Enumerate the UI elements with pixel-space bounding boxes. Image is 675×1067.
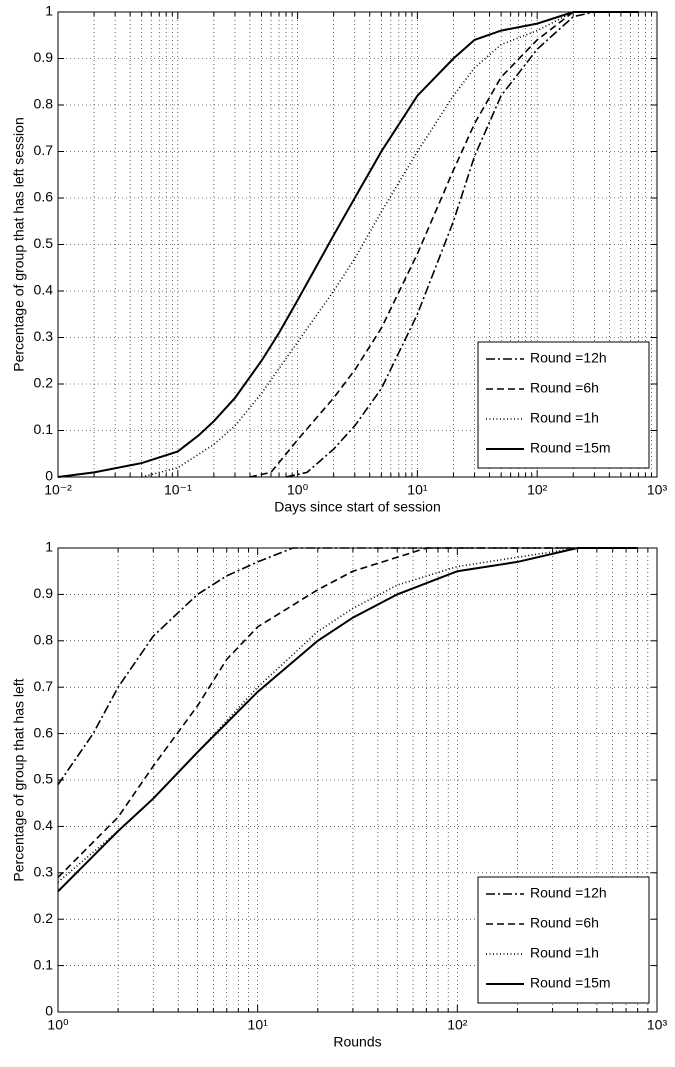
- series-line: [57, 547, 638, 879]
- x-tick-label: 10²: [527, 482, 548, 498]
- y-tick-label: 0.6: [34, 724, 54, 740]
- series-line: [249, 11, 639, 478]
- y-tick-label: 0: [45, 1003, 53, 1019]
- axes-frame: [57, 547, 658, 1013]
- y-tick-label: 0.8: [34, 96, 54, 112]
- x-axis-label: Days since start of session: [274, 499, 441, 515]
- y-tick-label: 0.5: [34, 235, 54, 251]
- series-line: [57, 547, 638, 883]
- y-tick-label: 0.4: [34, 282, 54, 298]
- y-tick-label: 1: [45, 539, 53, 555]
- series-line: [57, 547, 638, 893]
- y-tick-label: 0.2: [34, 375, 54, 391]
- legend: Round =12h Round =6h Round =1h Round =15m: [477, 876, 650, 1004]
- x-tick-label: 10¹: [407, 482, 428, 498]
- legend-label: Round =6h: [530, 380, 599, 396]
- y-tick-label: 0.3: [34, 328, 54, 344]
- y-tick-label: 0.7: [34, 142, 54, 158]
- x-tick-label: 10²: [447, 1017, 468, 1033]
- x-tick-label: 10¹: [248, 1017, 269, 1033]
- series-line: [57, 11, 639, 478]
- legend-label: Round =12h: [530, 885, 607, 901]
- x-tick-label: 10⁻¹: [164, 482, 192, 498]
- x-tick-label: 10⁻²: [44, 482, 72, 498]
- y-tick-label: 0.9: [34, 49, 54, 65]
- legend: Round =12h Round =6h Round =1h Round =15m: [477, 341, 650, 469]
- y-tick-label: 0.3: [34, 864, 54, 880]
- legend-box: [477, 341, 650, 469]
- x-tick-label: 10³: [647, 1017, 668, 1033]
- legend-label: Round =1h: [530, 945, 599, 961]
- x-tick-label: 10³: [647, 482, 668, 498]
- y-tick-label: 0.6: [34, 189, 54, 205]
- legend-label: Round =1h: [530, 410, 599, 426]
- series-line: [57, 547, 638, 786]
- y-axis-label: Percentage of group that has left: [11, 678, 27, 881]
- y-tick-label: 0.4: [34, 817, 54, 833]
- y-tick-label: 0.1: [34, 956, 54, 972]
- legend-label: Round =6h: [530, 915, 599, 931]
- y-tick-label: 0.1: [34, 421, 54, 437]
- x-tick-label: 10⁰: [287, 482, 309, 498]
- legend-label: Round =15m: [530, 440, 611, 456]
- x-tick-label: 10⁰: [47, 1017, 69, 1033]
- legend-box: [477, 876, 650, 1004]
- y-tick-label: 0.2: [34, 910, 54, 926]
- y-tick-label: 0.8: [34, 632, 54, 648]
- legend-label: Round =12h: [530, 350, 607, 366]
- y-axis-label: Percentage of group that has left sessio…: [11, 117, 27, 372]
- axes-frame: [57, 11, 658, 478]
- legend-label: Round =15m: [530, 975, 611, 991]
- y-tick-label: 0: [45, 468, 53, 484]
- y-tick-label: 1: [45, 3, 53, 19]
- y-tick-label: 0.7: [34, 678, 54, 694]
- series-line: [285, 11, 639, 478]
- y-tick-label: 0.5: [34, 771, 54, 787]
- x-axis-label: Rounds: [333, 1034, 381, 1050]
- y-tick-label: 0.9: [34, 585, 54, 601]
